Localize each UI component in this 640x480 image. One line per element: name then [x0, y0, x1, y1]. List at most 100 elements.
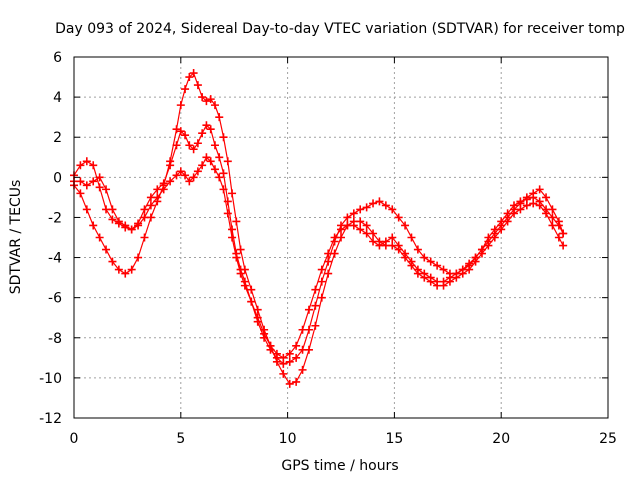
data-point — [311, 285, 320, 294]
data-point — [559, 229, 568, 238]
data-point — [202, 97, 211, 106]
y-tick-label: 4 — [53, 90, 62, 106]
data-point — [375, 197, 384, 206]
data-point — [108, 257, 117, 266]
data-point — [548, 221, 557, 230]
data-point — [95, 233, 104, 242]
plot-frame — [73, 56, 609, 419]
data-point — [82, 181, 91, 190]
data-point — [210, 165, 219, 174]
data-point — [215, 153, 224, 162]
data-point — [439, 265, 448, 274]
data-point — [206, 125, 215, 134]
data-point — [311, 321, 320, 330]
data-point — [298, 325, 307, 334]
data-point — [181, 85, 190, 94]
y-tick-label: -8 — [48, 331, 62, 347]
data-point — [542, 193, 551, 202]
data-point — [127, 265, 136, 274]
data-point — [240, 281, 249, 290]
data-point — [189, 69, 198, 78]
data-point — [223, 157, 232, 166]
data-point — [510, 209, 519, 218]
data-point — [247, 285, 256, 294]
data-point — [210, 101, 219, 110]
data-point — [369, 229, 378, 238]
data-point — [433, 261, 442, 270]
data-point — [172, 125, 181, 134]
data-point — [89, 221, 98, 230]
data-point — [510, 201, 519, 210]
data-point — [388, 233, 397, 242]
y-tick-label: 6 — [53, 50, 62, 66]
data-point — [82, 205, 91, 214]
data-point — [185, 177, 194, 186]
data-point — [121, 221, 130, 230]
data-point — [89, 177, 98, 186]
data-point — [108, 215, 117, 224]
data-point — [279, 353, 288, 362]
data-point — [285, 349, 294, 358]
data-point — [198, 93, 207, 102]
data-point — [356, 205, 365, 214]
data-point — [292, 353, 301, 362]
data-point — [317, 293, 326, 302]
data-point — [279, 369, 288, 378]
data-point — [554, 233, 563, 242]
data-point — [172, 171, 181, 180]
data-point — [206, 95, 215, 104]
x-axis-label: GPS time / hours — [281, 458, 398, 474]
data-point — [401, 221, 410, 230]
data-point — [134, 253, 143, 262]
data-point — [102, 185, 111, 194]
data-point — [240, 265, 249, 274]
y-tick-label: 2 — [53, 130, 62, 146]
data-point — [215, 113, 224, 122]
data-point — [490, 233, 499, 242]
data-point — [228, 189, 237, 198]
data-point — [176, 101, 185, 110]
data-point — [176, 127, 185, 136]
data-point — [95, 173, 104, 182]
data-point — [215, 173, 224, 182]
data-point — [108, 205, 117, 214]
data-point — [219, 133, 228, 142]
data-point — [285, 379, 294, 388]
data-point — [223, 209, 232, 218]
series-track-middle — [70, 153, 568, 362]
y-tick-label: -10 — [39, 371, 62, 387]
chart-title: Day 093 of 2024, Sidereal Day-to-day VTE… — [55, 21, 625, 37]
data-point — [272, 357, 281, 366]
data-point — [484, 241, 493, 250]
data-point — [285, 357, 294, 366]
data-point — [362, 221, 371, 230]
data-point — [260, 325, 269, 334]
data-point — [394, 245, 403, 254]
data-point — [146, 213, 155, 222]
data-point — [413, 245, 422, 254]
data-point — [181, 131, 190, 140]
data-point — [535, 201, 544, 210]
data-point — [166, 157, 175, 166]
data-point — [82, 157, 91, 166]
data-point — [516, 205, 525, 214]
data-point — [420, 253, 429, 262]
data-point — [219, 185, 228, 194]
data-point — [292, 377, 301, 386]
data-point — [516, 197, 525, 206]
data-point — [317, 277, 326, 286]
data-point — [477, 249, 486, 258]
data-point — [181, 171, 190, 180]
data-point — [394, 213, 403, 222]
data-point — [559, 241, 568, 250]
data-point — [95, 183, 104, 192]
data-point — [206, 157, 215, 166]
data-point — [535, 185, 544, 194]
y-tick-label: -12 — [39, 411, 62, 427]
data-point — [337, 233, 345, 242]
series-line — [73, 72, 564, 385]
data-point — [413, 269, 422, 278]
data-point — [439, 281, 448, 290]
